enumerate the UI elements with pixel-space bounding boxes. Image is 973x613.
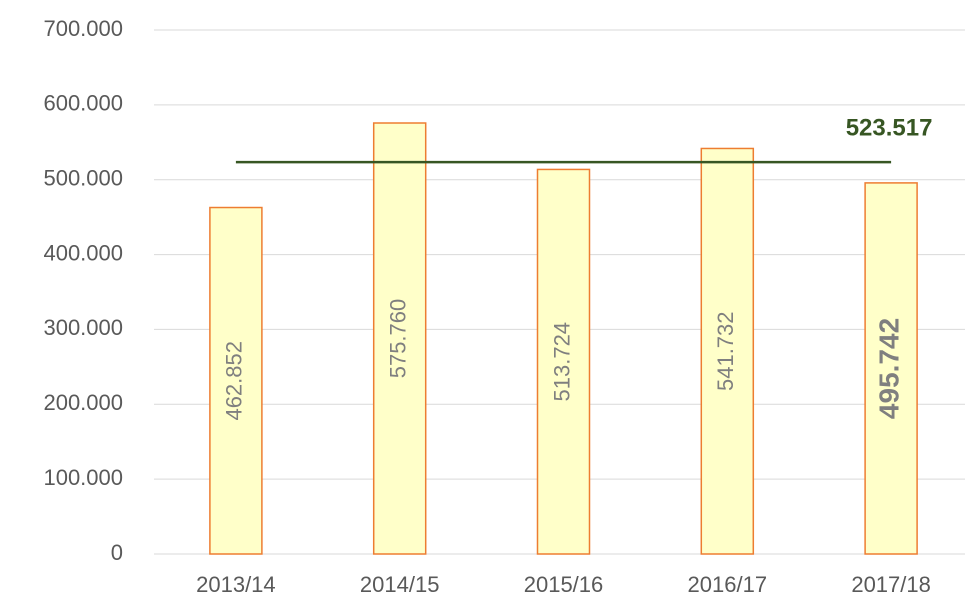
y-tick-label: 0 (111, 540, 123, 565)
x-tick-label: 2013/14 (196, 572, 276, 597)
y-tick-label: 300.000 (43, 315, 123, 340)
data-label: 513.724 (549, 322, 574, 402)
y-tick-label: 600.000 (43, 91, 123, 116)
bar (372, 122, 427, 555)
y-tick-label: 500.000 (43, 166, 123, 191)
x-tick-label: 2017/18 (851, 572, 931, 597)
data-label: 462.852 (222, 341, 247, 421)
bar (209, 206, 263, 555)
bar (864, 182, 918, 555)
data-label: 575.760 (386, 299, 411, 379)
y-tick-label: 700.000 (43, 16, 123, 41)
x-tick-label: 2014/15 (360, 572, 440, 597)
bar (536, 168, 591, 555)
data-label: 541.732 (713, 311, 738, 391)
y-tick-label: 100.000 (43, 465, 123, 490)
data-label: 495.742 (873, 318, 904, 419)
x-tick-label: 2015/16 (524, 572, 604, 597)
x-tick-label: 2016/17 (688, 572, 768, 597)
average-label: 523.517 (846, 114, 933, 141)
y-tick-label: 200.000 (43, 390, 123, 415)
bar (700, 147, 755, 555)
y-tick-label: 400.000 (43, 240, 123, 265)
